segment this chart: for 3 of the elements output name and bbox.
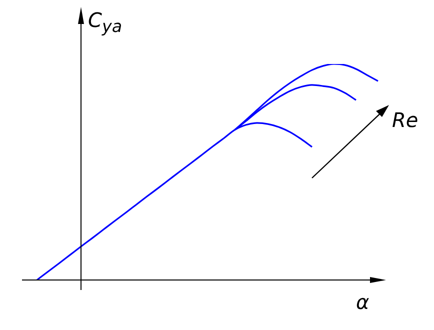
text: Re — [392, 108, 418, 132]
y-axis-title: C$_{ya}$ — [88, 8, 122, 36]
x-axis-title: α — [356, 290, 370, 314]
